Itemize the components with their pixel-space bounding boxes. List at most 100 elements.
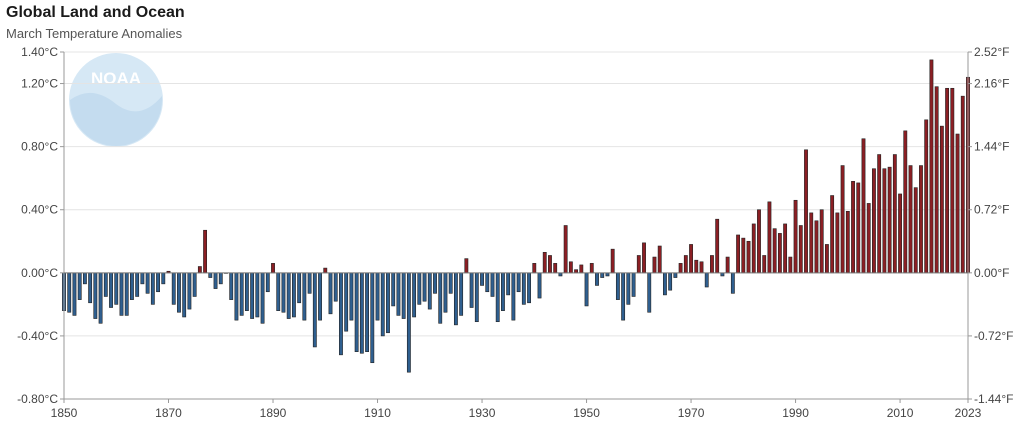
bars bbox=[62, 59, 970, 373]
bar-1964 bbox=[657, 245, 662, 274]
bar-1989 bbox=[788, 256, 793, 274]
bar-1901 bbox=[328, 272, 333, 315]
bar-1906 bbox=[354, 272, 359, 352]
bar-1868 bbox=[156, 272, 160, 293]
bar-1997 bbox=[830, 195, 835, 274]
bar-2004 bbox=[866, 203, 871, 274]
bar-1983 bbox=[757, 209, 761, 274]
bar-1856 bbox=[93, 272, 98, 319]
right-tick-label: 2.16°F bbox=[974, 77, 1009, 91]
bar-1959 bbox=[631, 272, 636, 297]
left-tick-label: 0.00°C bbox=[21, 266, 58, 280]
bar-1940 bbox=[532, 263, 537, 274]
x-tick-label: 1870 bbox=[155, 406, 182, 420]
bar-1967 bbox=[673, 272, 678, 278]
bar-1878 bbox=[208, 272, 213, 278]
bar-1854 bbox=[82, 272, 87, 285]
bar-2017 bbox=[934, 86, 939, 274]
logo-text: NOAA bbox=[91, 69, 141, 88]
bar-1915 bbox=[401, 272, 406, 319]
bar-1966 bbox=[668, 272, 673, 291]
bar-1891 bbox=[276, 272, 281, 311]
chart-title: Global Land and Ocean bbox=[6, 4, 185, 21]
bar-1953 bbox=[600, 272, 605, 278]
bar-2022 bbox=[960, 95, 965, 274]
bar-1920 bbox=[427, 272, 432, 310]
bar-1883 bbox=[234, 272, 239, 321]
bar-1875 bbox=[192, 272, 197, 297]
bar-1907 bbox=[359, 272, 364, 354]
bar-1985 bbox=[767, 201, 772, 274]
bar-1937 bbox=[516, 272, 521, 293]
bar-1981 bbox=[746, 240, 751, 274]
bar-1860 bbox=[114, 272, 119, 305]
bar-1900 bbox=[323, 267, 328, 274]
left-axis-labels: 1.40°C 1.20°C 0.80°C 0.40°C 0.00°C -0.40°C -0.… bbox=[17, 45, 64, 406]
bar-1977 bbox=[725, 256, 730, 274]
bar-1962 bbox=[647, 272, 652, 313]
bar-1968 bbox=[678, 263, 683, 274]
bar-1991 bbox=[798, 225, 803, 274]
bar-1994 bbox=[814, 220, 819, 274]
bar-1887 bbox=[255, 272, 260, 318]
bar-1963 bbox=[652, 256, 657, 274]
bar-1903 bbox=[339, 272, 343, 356]
bar-1864 bbox=[135, 272, 140, 297]
bar-1865 bbox=[140, 272, 145, 285]
logo-wave bbox=[70, 92, 162, 146]
bar-1998 bbox=[835, 212, 840, 274]
bar-1899 bbox=[318, 272, 322, 321]
x-tick-label: 1850 bbox=[51, 406, 78, 420]
right-tick-label: 0.00°F bbox=[974, 266, 1009, 280]
bar-2006 bbox=[877, 154, 882, 274]
bar-1970 bbox=[689, 244, 693, 274]
bar-1862 bbox=[124, 272, 129, 316]
bar-1853 bbox=[77, 272, 82, 300]
bar-1934 bbox=[501, 272, 505, 311]
bar-1969 bbox=[683, 255, 688, 274]
bar-1935 bbox=[506, 272, 511, 296]
bar-2002 bbox=[856, 182, 861, 274]
bar-1944 bbox=[553, 263, 558, 274]
bar-1926 bbox=[459, 272, 464, 316]
x-tick-label: 2023 bbox=[955, 406, 982, 420]
bar-1924 bbox=[448, 272, 453, 294]
bar-2015 bbox=[924, 119, 929, 274]
bar-1986 bbox=[772, 228, 777, 274]
bar-1957 bbox=[621, 272, 626, 321]
bar-1942 bbox=[542, 252, 547, 274]
right-tick-label: 2.52°F bbox=[974, 45, 1009, 59]
bar-1896 bbox=[302, 272, 307, 321]
bar-1876 bbox=[197, 266, 202, 274]
bar-1852 bbox=[72, 272, 77, 316]
bar-1979 bbox=[736, 234, 741, 274]
bar-1943 bbox=[548, 255, 552, 274]
bar-2001 bbox=[851, 181, 855, 274]
bar-1893 bbox=[286, 272, 291, 319]
bar-1857 bbox=[98, 272, 103, 324]
right-axis-labels: 2.52°F 2.16°F 1.44°F 0.72°F 0.00°F -0.72°F -1.… bbox=[968, 45, 1013, 406]
bar-1955 bbox=[610, 248, 615, 274]
bar-1897 bbox=[307, 272, 312, 294]
bar-1855 bbox=[88, 272, 93, 304]
bar-1972 bbox=[699, 261, 704, 274]
bar-2008 bbox=[887, 166, 892, 274]
bar-1859 bbox=[109, 272, 113, 308]
bar-1892 bbox=[281, 272, 286, 313]
bar-1913 bbox=[391, 272, 396, 307]
bar-1882 bbox=[229, 272, 234, 300]
bar-1894 bbox=[291, 272, 296, 318]
bar-1992 bbox=[804, 149, 808, 274]
bar-1867 bbox=[150, 272, 155, 305]
bar-2003 bbox=[861, 138, 866, 274]
bar-1930 bbox=[480, 272, 484, 286]
axes bbox=[63, 52, 969, 400]
bar-1946 bbox=[563, 225, 568, 274]
bar-1931 bbox=[485, 272, 490, 293]
bar-1879 bbox=[213, 272, 218, 289]
x-tick-label: 1990 bbox=[782, 406, 809, 420]
bar-1851 bbox=[67, 272, 72, 313]
bar-1884 bbox=[239, 272, 244, 316]
bar-2018 bbox=[939, 125, 944, 274]
bar-2021 bbox=[955, 133, 960, 274]
